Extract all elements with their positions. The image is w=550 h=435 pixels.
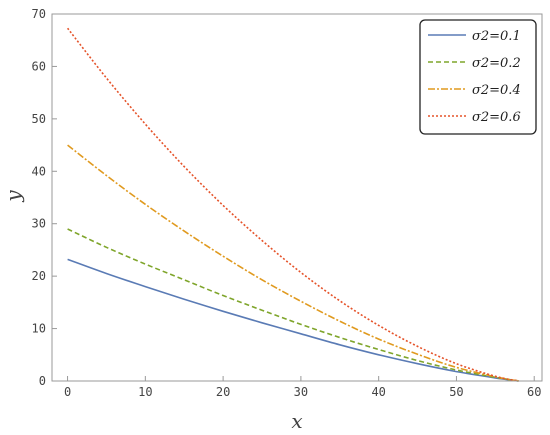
y-axis-title: y (1, 190, 25, 203)
y-tick-label: 0 (39, 374, 46, 388)
x-tick-label: 10 (138, 385, 152, 399)
legend-label-4: σ2=0.6 (472, 110, 521, 125)
y-tick-label: 20 (32, 269, 46, 283)
y-tick-label: 60 (32, 59, 46, 73)
legend-label-1: σ2=0.1 (472, 29, 521, 44)
legend-label-3: σ2=0.4 (472, 83, 521, 98)
series-line-2 (67, 228, 519, 382)
x-tick-label: 50 (449, 385, 463, 399)
series-line-3 (67, 144, 519, 382)
y-tick-label: 30 (32, 217, 46, 231)
y-tick-label: 10 (32, 322, 46, 336)
x-tick-label: 60 (527, 385, 541, 399)
series-layer (66, 27, 519, 382)
legend-box (419, 19, 537, 135)
ticks-layer: 0 10 20 30 40 50 60 0 10 20 30 40 50 60 70 (32, 7, 542, 399)
plot-frame (51, 13, 543, 382)
x-tick-label: 30 (294, 385, 308, 399)
legend: σ2=0.1 σ2=0.2 σ2=0.4 σ2=0.6 (419, 19, 537, 135)
y-tick-label: 70 (32, 7, 46, 21)
x-tick-label: 40 (371, 385, 385, 399)
x-tick-label: 20 (216, 385, 230, 399)
legend-label-2: σ2=0.2 (472, 56, 521, 71)
x-tick-label: 0 (64, 385, 71, 399)
series-line-1 (67, 258, 519, 382)
y-tick-label: 50 (32, 112, 46, 126)
y-tick-label: 40 (32, 164, 46, 178)
x-axis-title: x (291, 409, 302, 433)
